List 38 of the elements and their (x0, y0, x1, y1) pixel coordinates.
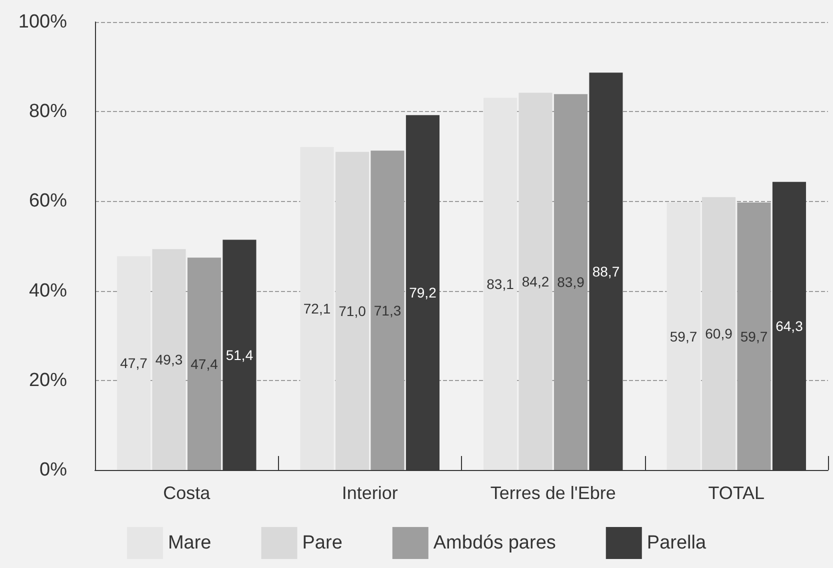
legend-label: Parella (646, 532, 706, 554)
data-label: 47,7 (120, 355, 148, 372)
bar (335, 152, 370, 470)
legend-label: Mare (168, 532, 212, 554)
data-label: 51,4 (226, 346, 254, 363)
x-tick-label: Interior (342, 483, 398, 503)
data-label: 84,2 (522, 273, 550, 290)
bar (666, 202, 700, 470)
data-label: 83,9 (557, 274, 585, 290)
data-label: 88,7 (592, 263, 620, 280)
y-tick-label: 80% (28, 101, 68, 122)
y-tick-label: 0% (40, 460, 68, 480)
bar (483, 98, 518, 470)
bar (702, 197, 736, 470)
y-tick-label: 20% (28, 370, 68, 391)
bar (116, 256, 151, 470)
data-label: 71,0 (338, 302, 366, 319)
data-label: 47,4 (190, 356, 218, 372)
data-label: 71,3 (374, 302, 402, 318)
x-tick-label: Terres de l'Ebre (490, 483, 616, 503)
bar (300, 146, 334, 470)
data-label: 60,9 (705, 326, 733, 342)
legend-label: Ambdós pares (433, 532, 556, 554)
data-label: 59,7 (670, 328, 698, 344)
bar (152, 249, 186, 470)
data-label: 49,3 (155, 352, 183, 368)
y-tick-label: 40% (28, 280, 68, 302)
legend-label: Pare (302, 532, 342, 554)
data-label: 59,7 (740, 328, 768, 344)
bar (518, 92, 552, 470)
data-label: 79,2 (409, 284, 437, 301)
data-label: 64,3 (776, 318, 804, 334)
data-label: 83,1 (486, 276, 514, 292)
data-label: 72,1 (303, 300, 331, 316)
x-tick-label: Costa (163, 483, 212, 503)
y-tick-label: 100% (18, 12, 68, 32)
y-tick-label: 60% (28, 190, 68, 212)
x-tick-label: TOTAL (708, 483, 765, 503)
